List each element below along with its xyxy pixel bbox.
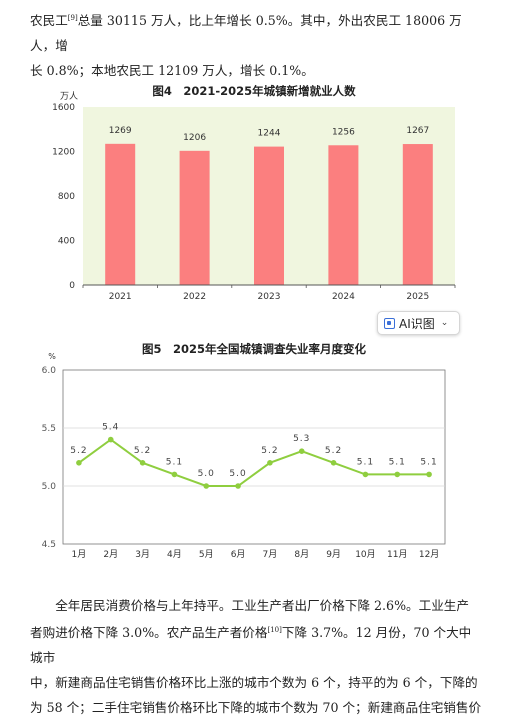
footnote-marker[interactable]: [10] bbox=[267, 626, 282, 634]
paragraph-bottom: 全年居民消费价格与上年持平。工业生产者出厂价格下降 2.6%。工业生产 者购进价… bbox=[30, 593, 482, 720]
data-point-8 bbox=[298, 448, 305, 455]
x-tick-label: 3月 bbox=[135, 549, 150, 560]
paragraph-top: 农民工[9]总量 30115 万人，比上年增长 0.5%。其中，外出农民工 18… bbox=[30, 6, 482, 83]
ai-image-recognition-button[interactable]: AI识图 ⌄ bbox=[377, 311, 460, 335]
bar-2022 bbox=[179, 150, 210, 285]
point-data-label: 5.2 bbox=[325, 446, 342, 456]
data-point-1 bbox=[76, 460, 82, 466]
point-data-label: 5.1 bbox=[389, 457, 406, 467]
data-point-3 bbox=[139, 460, 146, 466]
y-axis-unit-label: 万人 bbox=[60, 91, 78, 102]
chart-title-unemployment: 图5 2025年全国城镇调查失业率月度变化 bbox=[141, 342, 366, 356]
paragraph-bottom-line-4: 为 58 个；二手住宅销售价格环比下降的城市个数为 70 个；新建商品住宅销售价 bbox=[30, 700, 482, 715]
point-data-label: 5.3 bbox=[293, 434, 310, 444]
point-data-label: 5.1 bbox=[166, 457, 183, 467]
data-point-12 bbox=[426, 471, 432, 478]
paragraph-bottom-line-1: 全年居民消费价格与上年持平。工业生产者出厂价格下降 2.6%。工业生产 bbox=[55, 598, 469, 613]
data-point-4 bbox=[171, 471, 178, 478]
unemployment-rate-line bbox=[78, 438, 430, 487]
ai-scan-icon bbox=[384, 317, 395, 329]
x-tick-label: 2025 bbox=[406, 292, 429, 302]
bar-data-label: 1267 bbox=[406, 126, 429, 136]
y-tick-label: 1600 bbox=[52, 103, 75, 113]
data-point-6 bbox=[235, 483, 241, 489]
x-tick-label: 1月 bbox=[72, 549, 87, 560]
bar-data-label: 1244 bbox=[258, 129, 281, 139]
x-tick-label: 11月 bbox=[387, 549, 407, 560]
bar-2025 bbox=[402, 144, 433, 285]
y-tick-label: 0 bbox=[69, 281, 75, 291]
x-tick-label: 2月 bbox=[103, 549, 118, 560]
paragraph-bottom-line-2: 者购进价格下降 3.0%。农产品生产者价格[10]下降 3.7%。12 月份，7… bbox=[30, 625, 472, 665]
x-tick-label: 8月 bbox=[294, 549, 309, 560]
ai-button-label: AI识图 bbox=[399, 316, 435, 331]
chevron-down-icon: ⌄ bbox=[440, 318, 449, 328]
point-data-label: 5.0 bbox=[198, 469, 215, 479]
x-tick-label: 2024 bbox=[332, 292, 355, 302]
y-axis-unit-label: % bbox=[48, 352, 56, 361]
x-tick-label: 12月 bbox=[419, 549, 439, 560]
x-tick-label: 7月 bbox=[263, 549, 278, 560]
point-data-label: 5.2 bbox=[261, 446, 278, 456]
y-tick-label: 6.0 bbox=[42, 366, 57, 376]
bar-chart-new-urban-employment: 万人 0 400 800 1200 1600 1269 2021 1206 2022 1244 202… bbox=[52, 91, 456, 302]
point-data-label: 5.2 bbox=[70, 446, 87, 456]
point-data-label: 5.4 bbox=[102, 423, 119, 433]
point-data-label: 5.1 bbox=[420, 457, 437, 467]
bar-data-label: 1256 bbox=[332, 127, 355, 137]
data-point-11 bbox=[394, 471, 401, 478]
bar-data-label: 1269 bbox=[109, 126, 132, 136]
y-tick-label: 400 bbox=[58, 237, 75, 247]
point-data-label: 5.0 bbox=[229, 469, 246, 479]
bar-data-label: 1206 bbox=[183, 133, 206, 143]
y-tick-label: 5.0 bbox=[42, 482, 57, 492]
data-point-2 bbox=[107, 436, 114, 443]
paragraph-top-line-2: 长 0.8%；本地农民工 12109 万人，增长 0.1%。 bbox=[30, 63, 314, 78]
paragraph-top-line-1: 农民工[9]总量 30115 万人，比上年增长 0.5%。其中，外出农民工 18… bbox=[30, 13, 462, 53]
y-tick-label: 4.5 bbox=[42, 540, 56, 550]
bar-2021 bbox=[105, 143, 136, 285]
x-tick-label: 2023 bbox=[258, 292, 281, 302]
x-tick-label: 9月 bbox=[326, 549, 341, 560]
chart-title-employment: 图4 2021-2025年城镇新增就业人数 bbox=[152, 84, 356, 98]
x-tick-label: 2022 bbox=[183, 292, 206, 302]
x-tick-label: 10月 bbox=[355, 549, 375, 560]
footnote-marker[interactable]: [9] bbox=[67, 14, 78, 22]
data-point-7 bbox=[267, 460, 273, 466]
y-tick-label: 5.5 bbox=[42, 424, 56, 434]
point-data-label: 5.1 bbox=[357, 457, 374, 467]
bar-2023 bbox=[254, 146, 284, 285]
point-data-label: 5.2 bbox=[134, 446, 151, 456]
y-tick-label: 800 bbox=[58, 192, 75, 202]
x-tick-label: 5月 bbox=[199, 549, 214, 560]
data-point-5 bbox=[203, 483, 210, 489]
bar-2024 bbox=[328, 145, 359, 285]
plot-area bbox=[62, 369, 446, 545]
data-point-10 bbox=[362, 471, 369, 478]
data-point-9 bbox=[330, 460, 337, 466]
x-tick-label: 2021 bbox=[109, 292, 132, 302]
x-tick-label: 6月 bbox=[231, 549, 246, 560]
x-tick-label: 4月 bbox=[167, 549, 182, 560]
line-chart-unemployment-rate: % 4.5 5.0 5.5 6.0 5.2 1月 5.4 2月 5.2 3月 5.1 4月 5.0 5月 5.… bbox=[42, 352, 446, 560]
y-tick-label: 1200 bbox=[52, 148, 75, 158]
paragraph-bottom-line-3: 中，新建商品住宅销售价格环比上涨的城市个数为 6 个，持平的为 6 个，下降的 bbox=[30, 675, 478, 690]
